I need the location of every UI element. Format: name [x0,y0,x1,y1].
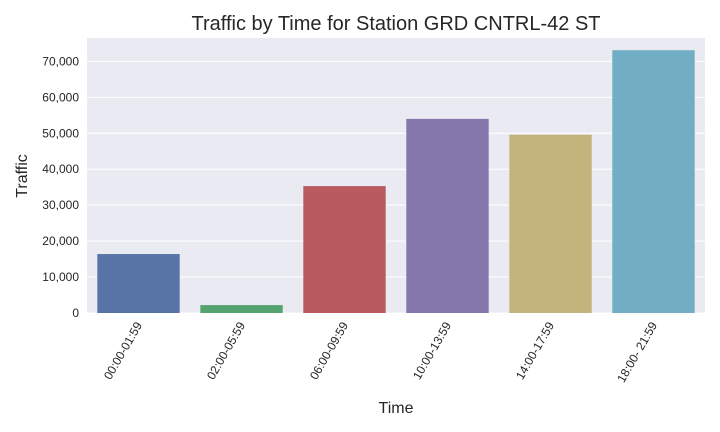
y-tick-label: 0 [72,306,79,320]
y-tick-label: 20,000 [42,234,79,248]
y-tick-label: 40,000 [42,162,79,176]
x-tick-label: 06:00-09:59 [307,319,351,382]
x-tick-label: 00:00-01:59 [101,319,145,382]
plot-background [87,38,705,313]
y-tick-label: 60,000 [42,90,79,104]
bar-2 [303,186,386,313]
y-tick-label: 70,000 [42,54,79,68]
gridlines [87,60,705,314]
x-tick-label: 14:00-17:59 [513,319,557,382]
chart-title: Traffic by Time for Station GRD CNTRL-42… [192,13,601,35]
bar-4 [509,134,592,313]
bar-1 [200,305,283,313]
y-axis-label: Traffic [14,154,31,198]
y-tick-labels: 0 10,000 20,000 30,000 40,000 50,000 60,000 70,… [42,54,79,320]
x-tick-label: 18:00- 21:59 [614,319,660,385]
x-tick-label: 10:00-13:59 [410,319,454,382]
bar-0 [97,254,180,313]
y-tick-label: 50,000 [42,126,79,140]
x-tick-labels: 00:00-01:59 02:00-05:59 06:00-09:59 10:00-1… [101,319,660,385]
bars [97,50,695,313]
x-tick-label: 02:00-05:59 [204,319,248,382]
y-tick-label: 10,000 [42,270,79,284]
bar-3 [406,118,489,313]
x-axis-label: Time [379,400,414,417]
bar-5 [612,50,695,313]
y-tick-label: 30,000 [42,198,79,212]
